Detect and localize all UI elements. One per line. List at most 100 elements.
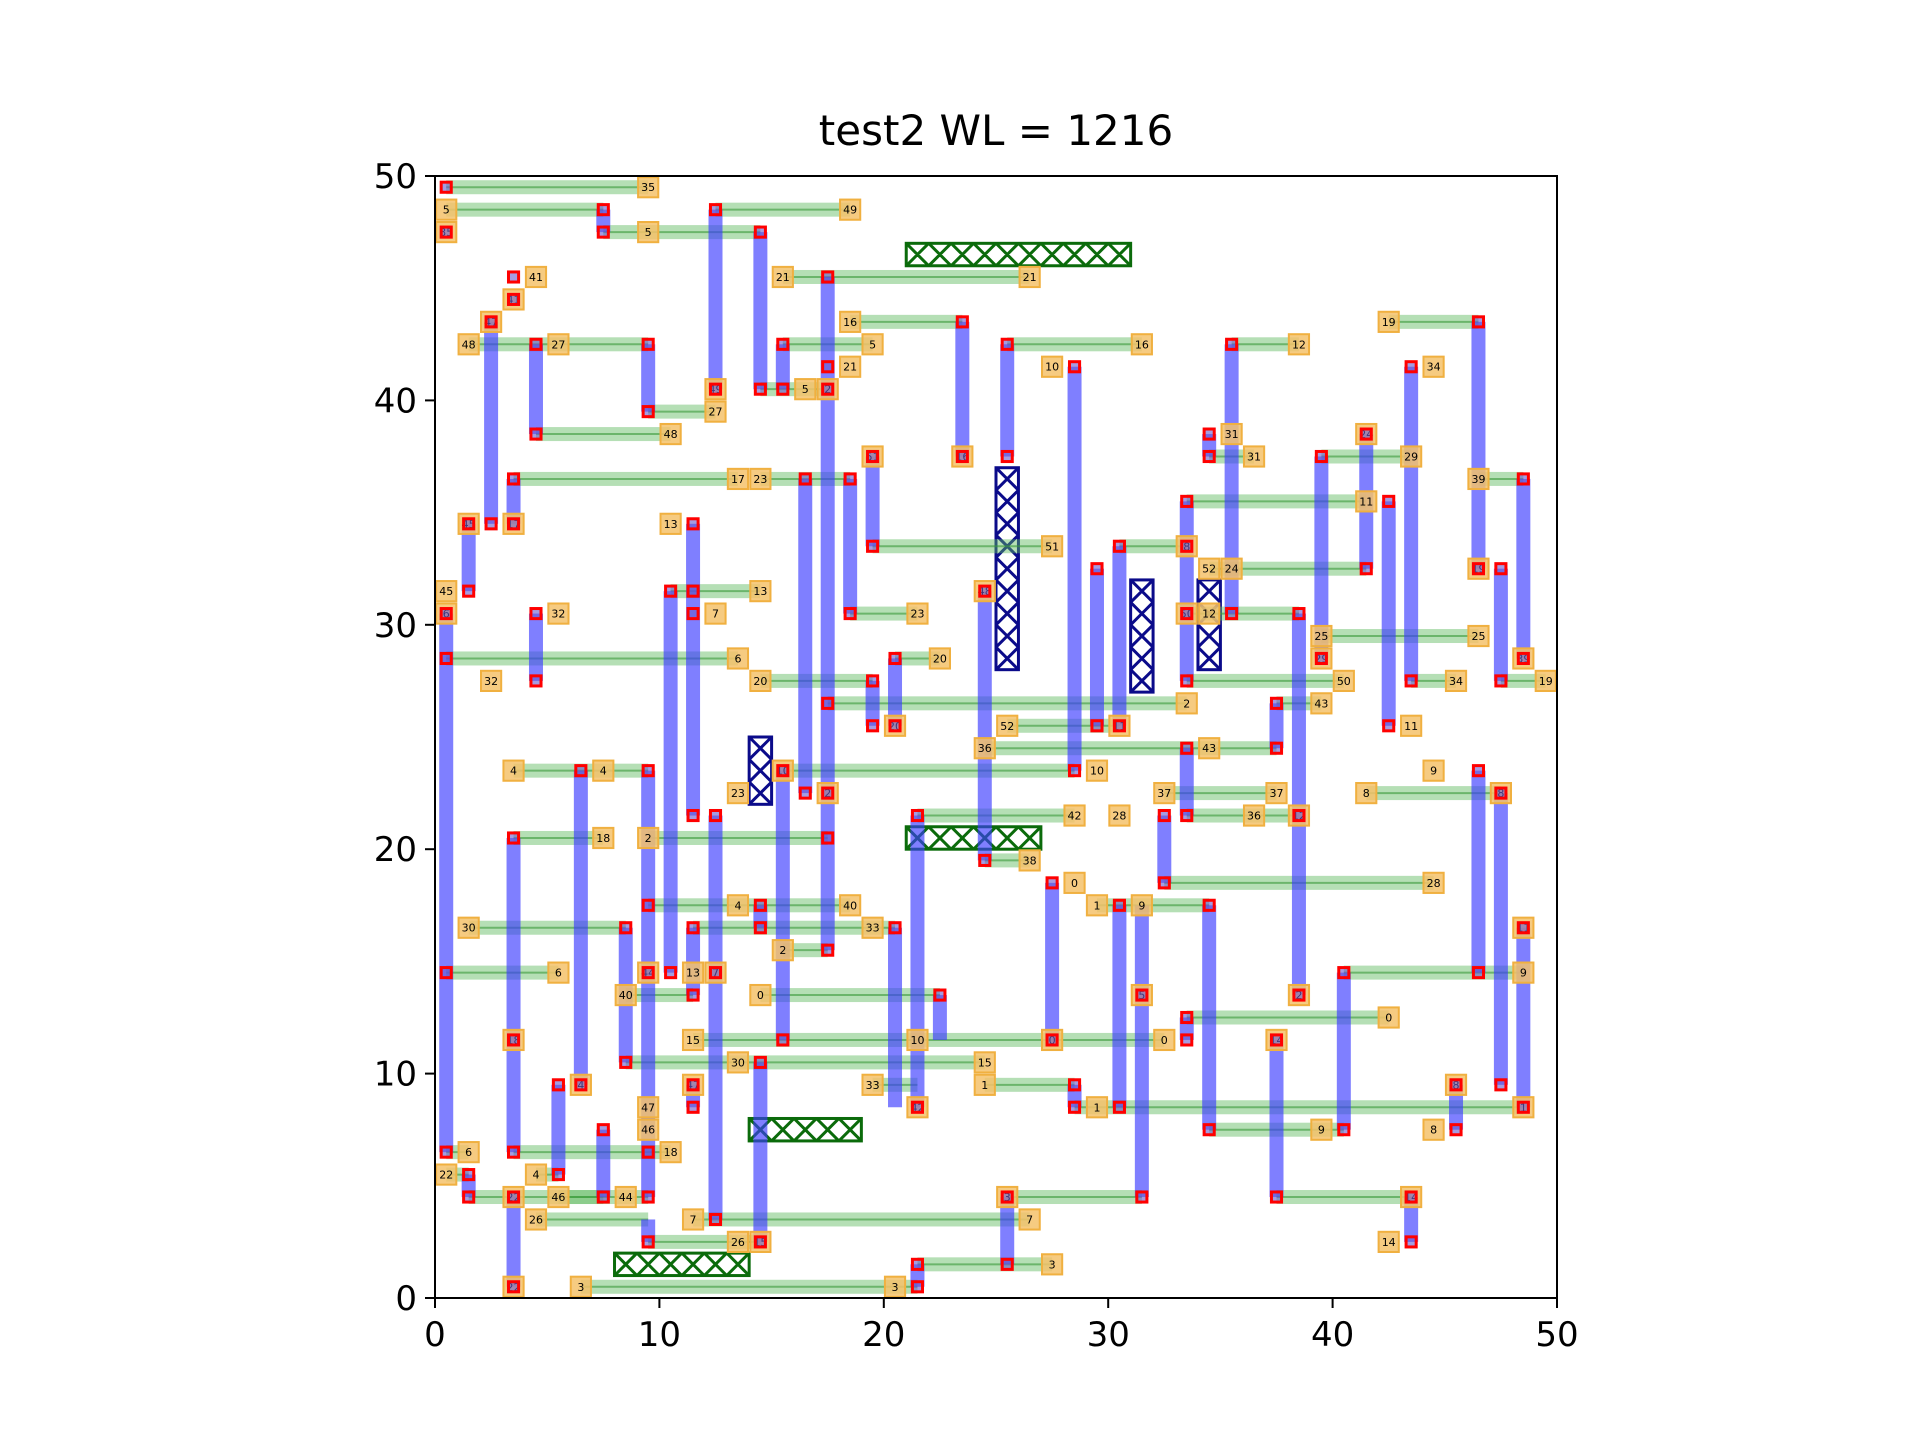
pin xyxy=(547,602,570,625)
via xyxy=(664,966,678,980)
via xyxy=(753,1235,767,1249)
pin xyxy=(1422,1118,1445,1141)
pin xyxy=(480,669,503,692)
pin xyxy=(1355,490,1378,513)
via xyxy=(1292,808,1306,823)
v-wire xyxy=(1471,321,1486,569)
via xyxy=(641,966,655,980)
pin xyxy=(1512,961,1535,984)
via xyxy=(641,898,655,912)
pin xyxy=(1063,804,1086,827)
pin xyxy=(771,939,794,962)
pin-label: 10 xyxy=(1045,361,1059,374)
pin-label: 12 xyxy=(1292,338,1306,351)
pin-label: 8 xyxy=(1363,787,1370,800)
via xyxy=(1516,472,1530,486)
pin-label: 3 xyxy=(1049,1258,1056,1271)
via xyxy=(866,674,880,688)
pin xyxy=(906,1028,929,1052)
pin xyxy=(1377,1006,1400,1029)
v-wire xyxy=(1000,344,1015,457)
pin-label: 52 xyxy=(1000,720,1014,733)
pin-label: 5 xyxy=(802,383,809,396)
via xyxy=(708,808,723,823)
pin-label: 50 xyxy=(1337,675,1351,688)
via xyxy=(1269,1190,1284,1204)
pin xyxy=(1355,782,1378,805)
via xyxy=(641,1145,655,1159)
pin-label: 0 xyxy=(1385,1012,1392,1025)
via xyxy=(1000,449,1014,464)
pin-label: 5 xyxy=(645,226,652,239)
via xyxy=(686,584,700,598)
obstacle-cross xyxy=(1196,578,1222,671)
v-wire xyxy=(865,456,880,547)
pin-label: 13 xyxy=(686,967,700,980)
pin xyxy=(457,333,480,356)
pin-label: 23 xyxy=(910,608,924,621)
pin xyxy=(839,198,862,221)
pin-label: 26 xyxy=(529,1213,543,1226)
via xyxy=(506,1033,521,1047)
via xyxy=(1067,1100,1082,1114)
pin xyxy=(726,1051,750,1074)
via xyxy=(1157,876,1171,890)
v-wire xyxy=(1067,366,1082,771)
via xyxy=(529,674,543,688)
pin xyxy=(839,355,862,378)
pin-label: 16 xyxy=(843,316,857,329)
pin-label: 34 xyxy=(1449,675,1463,688)
v-wire xyxy=(1336,972,1351,1130)
v-wire xyxy=(506,478,521,524)
pin-label: 32 xyxy=(484,675,498,688)
via xyxy=(708,1212,723,1227)
v-wire xyxy=(1404,366,1419,681)
v-wire xyxy=(1269,1039,1284,1198)
obstacle-cross xyxy=(1129,578,1155,694)
pin-label: 22 xyxy=(439,1169,453,1182)
pin-label: 42 xyxy=(1068,810,1082,823)
pin-label: 15 xyxy=(686,1034,700,1047)
via xyxy=(821,382,835,396)
via xyxy=(1067,360,1082,374)
pin-label: 45 xyxy=(439,585,453,598)
pin-label: 28 xyxy=(1427,877,1441,890)
pin xyxy=(1400,445,1423,468)
pin xyxy=(726,467,750,491)
via xyxy=(753,921,767,935)
via xyxy=(439,651,453,666)
via xyxy=(641,1235,655,1249)
via xyxy=(821,831,835,845)
pin xyxy=(794,378,817,401)
via xyxy=(753,382,767,396)
pin-label: 37 xyxy=(1270,787,1284,800)
via xyxy=(1269,1033,1284,1047)
via xyxy=(1359,427,1373,441)
pin xyxy=(681,1208,705,1231)
pin xyxy=(681,961,705,984)
pin-label: 23 xyxy=(753,473,767,486)
via xyxy=(978,584,992,598)
via xyxy=(1471,562,1486,576)
v-wire xyxy=(865,680,880,726)
v-wire xyxy=(1045,882,1060,1040)
pin-label: 5 xyxy=(869,338,876,351)
via xyxy=(506,270,521,284)
via xyxy=(821,943,835,957)
via xyxy=(776,764,790,778)
v-wire xyxy=(461,523,476,592)
pin-label: 9 xyxy=(1318,1124,1325,1137)
v-wire xyxy=(820,276,835,951)
via xyxy=(462,1168,476,1182)
via xyxy=(753,225,767,239)
pin xyxy=(726,782,750,805)
pin xyxy=(592,826,615,850)
v-wire xyxy=(910,815,925,1108)
via xyxy=(439,225,453,239)
y-tick-label: 20 xyxy=(374,830,417,870)
pin-label: 40 xyxy=(843,899,857,912)
pin xyxy=(1265,782,1288,805)
pin xyxy=(547,961,570,984)
pin xyxy=(1018,265,1041,289)
obstacle-box xyxy=(747,735,774,806)
